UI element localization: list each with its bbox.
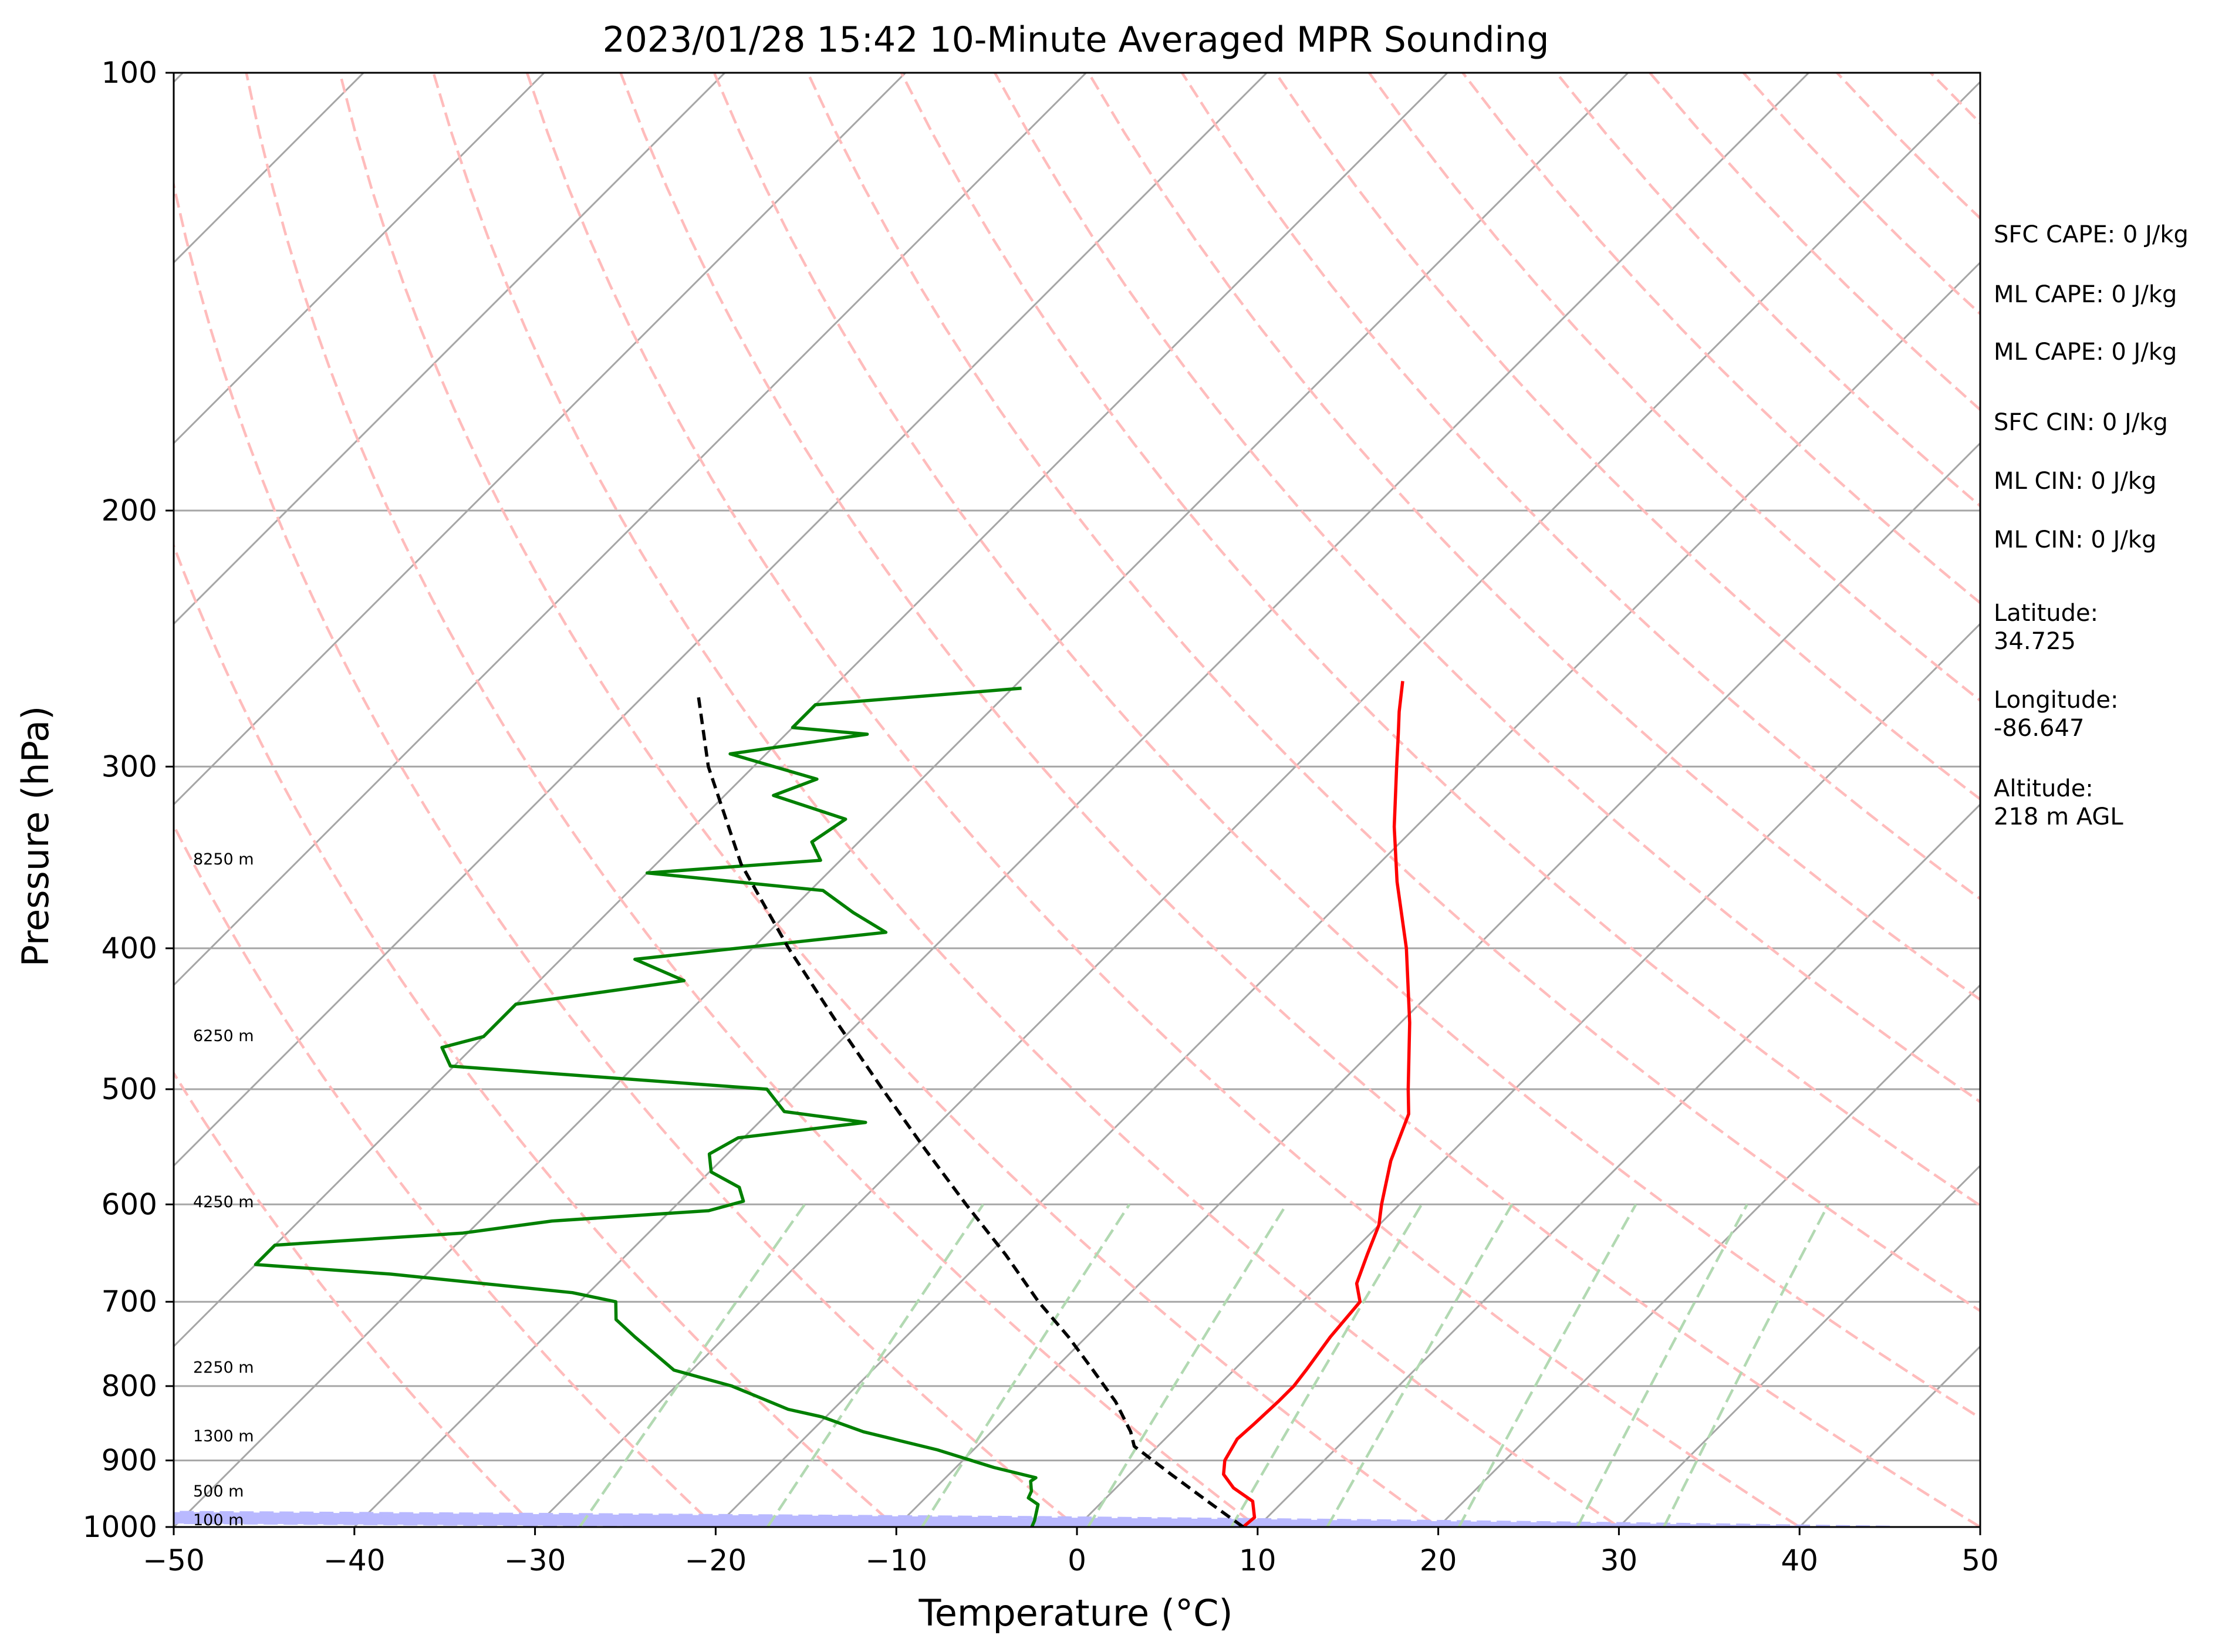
height-label: 500 m <box>193 1482 244 1501</box>
y-tick-label: 500 <box>102 1072 157 1106</box>
x-tick-label: 50 <box>1961 1543 1999 1577</box>
y-tick-label: 1000 <box>83 1510 157 1544</box>
sounding-parameter-label: ML CAPE: 0 J/kg <box>1994 339 2177 366</box>
y-tick-label: 100 <box>102 56 157 90</box>
y-tick-label: 700 <box>102 1285 157 1319</box>
y-tick-label: 200 <box>102 494 157 528</box>
sounding-parameter-label: SFC CIN: 0 J/kg <box>1994 409 2168 436</box>
y-tick-label: 400 <box>102 931 157 965</box>
x-axis-label: Temperature (°C) <box>918 1592 1232 1634</box>
x-tick-label: −30 <box>504 1543 566 1577</box>
x-tick-label: −10 <box>865 1543 927 1577</box>
x-tick-label: −40 <box>323 1543 386 1577</box>
sounding-parameter-value: 34.725 <box>1994 628 2076 655</box>
sounding-parameter-value: -86.647 <box>1994 715 2084 742</box>
sounding-parameter-label: SFC CAPE: 0 J/kg <box>1994 221 2189 248</box>
height-label: 4250 m <box>193 1193 254 1211</box>
sounding-parameter-label: ML CAPE: 0 J/kg <box>1994 281 2177 308</box>
sounding-parameter-label: Longitude: <box>1994 687 2118 714</box>
y-tick-label: 600 <box>102 1187 157 1221</box>
y-tick-label: 300 <box>102 749 157 783</box>
x-tick-label: 40 <box>1781 1543 1818 1577</box>
y-tick-label: 900 <box>102 1444 157 1478</box>
chart-title: 2023/01/28 15:42 10-Minute Averaged MPR … <box>603 19 1549 60</box>
sounding-parameter-label: Altitude: <box>1994 775 2093 802</box>
y-axis-label: Pressure (hPa) <box>14 706 57 967</box>
height-label: 6250 m <box>193 1027 254 1045</box>
x-tick-label: −50 <box>143 1543 205 1577</box>
sounding-parameter-value: 218 m AGL <box>1994 803 2123 830</box>
height-label: 1300 m <box>193 1427 254 1445</box>
x-tick-label: 20 <box>1420 1543 1457 1577</box>
x-tick-label: 10 <box>1239 1543 1277 1577</box>
sounding-parameter-label: Latitude: <box>1994 600 2098 627</box>
x-tick-label: 30 <box>1600 1543 1638 1577</box>
sounding-parameter-label: ML CIN: 0 J/kg <box>1994 526 2156 553</box>
sounding-parameter-label: ML CIN: 0 J/kg <box>1994 468 2156 495</box>
height-label: 2250 m <box>193 1359 254 1377</box>
x-tick-label: −20 <box>685 1543 747 1577</box>
x-tick-label: 0 <box>1068 1543 1086 1577</box>
y-tick-label: 800 <box>102 1369 157 1403</box>
height-label: 8250 m <box>193 850 254 869</box>
